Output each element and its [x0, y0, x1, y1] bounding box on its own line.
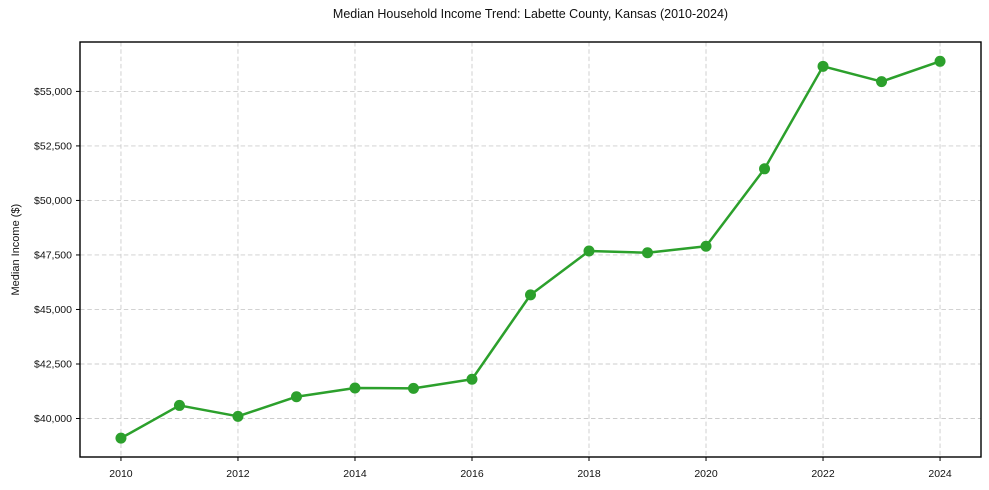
- data-point-marker: [466, 373, 478, 385]
- x-tick-label: 2010: [109, 468, 133, 480]
- y-axis-label: Median Income ($): [10, 203, 22, 296]
- data-point-marker: [173, 399, 185, 411]
- x-tick-label: 2016: [460, 468, 484, 480]
- chart-title: Median Household Income Trend: Labette C…: [332, 7, 729, 21]
- data-point-marker: [759, 163, 771, 175]
- y-tick-label: $50,000: [34, 195, 72, 207]
- data-point-marker: [290, 391, 302, 403]
- x-tick-label: 2022: [811, 468, 835, 480]
- data-point-marker: [115, 432, 127, 444]
- trend-line: [119, 60, 942, 440]
- data-point-marker: [407, 382, 419, 394]
- y-tick-label: $52,500: [34, 141, 72, 153]
- data-point-marker: [583, 245, 595, 257]
- data-point-marker: [349, 382, 361, 394]
- x-tick-label: 2014: [343, 468, 367, 480]
- y-tick-label: $40,000: [34, 413, 72, 425]
- data-point-marker: [642, 247, 654, 259]
- data-point-marker: [525, 289, 536, 301]
- y-tick-label: $55,000: [34, 86, 72, 98]
- x-tick-label: 2018: [577, 468, 601, 480]
- x-tick-label: 2012: [226, 468, 250, 480]
- y-tick-label: $47,500: [34, 250, 72, 262]
- x-tick-label: 2020: [694, 468, 718, 480]
- y-tick-label: $45,000: [34, 304, 72, 316]
- plot-border: [79, 41, 982, 458]
- data-point-marker: [876, 76, 888, 88]
- data-point-marker: [817, 60, 829, 72]
- x-tick-label: 2024: [928, 468, 952, 480]
- y-tick-label: $42,500: [34, 359, 72, 371]
- data-point-marker: [232, 410, 244, 422]
- data-point-marker: [934, 55, 946, 67]
- data-point-marker: [700, 240, 712, 252]
